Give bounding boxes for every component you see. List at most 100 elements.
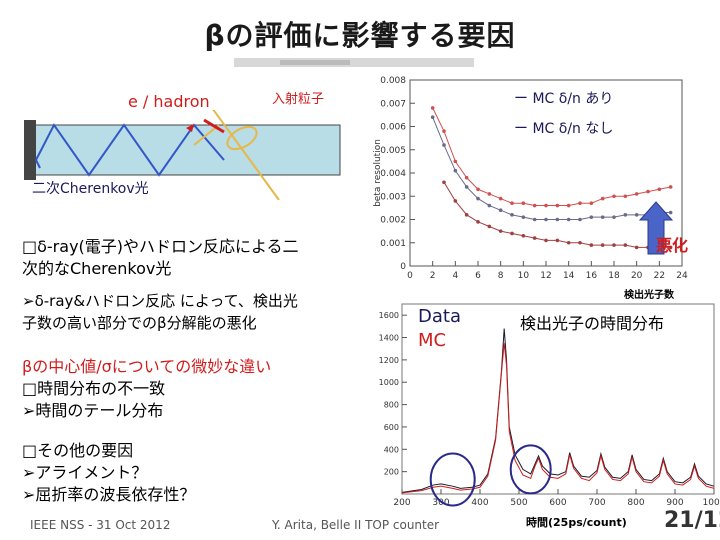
series-line <box>401 328 715 493</box>
bullet-heading: βの中心値/σについての微妙な違い <box>22 357 272 376</box>
title-underline <box>234 58 474 67</box>
data-point <box>464 175 469 180</box>
bullet-line: ➢時間のテール分布 <box>22 401 164 420</box>
y-tick-label: 0.002 <box>380 216 406 226</box>
data-point <box>668 185 673 189</box>
data-point <box>476 187 480 192</box>
legend-without-delta: ー MC δ/n なし <box>514 121 614 137</box>
data-point <box>430 115 435 119</box>
data-point <box>578 217 582 222</box>
x-tick-label: 300 <box>432 498 449 508</box>
data-point <box>544 238 548 243</box>
data-point <box>634 245 639 250</box>
x-tick-label: 8 <box>498 271 504 281</box>
x-axis-label-time: 時間(25ps/count) <box>526 516 627 529</box>
x-tick-label: 22 <box>654 271 665 281</box>
y-tick-label: 0.001 <box>380 239 406 249</box>
data-point <box>521 233 526 238</box>
x-tick-label: 18 <box>608 271 620 281</box>
data-point <box>498 208 503 212</box>
data-point <box>464 185 469 189</box>
y-tick-label: 600 <box>384 423 399 432</box>
x-tick-label: 4 <box>452 271 458 281</box>
x-axis-label-photons: 検出光子数 <box>624 290 674 301</box>
tail-highlight-left <box>429 452 476 507</box>
data-point <box>498 229 503 233</box>
x-tick-label: 900 <box>666 498 683 508</box>
delta-ray <box>203 118 225 134</box>
beta-resolution-plot: beta resolution 0.008 0.007 0.006 0.005 0.004… <box>373 76 688 281</box>
series-line <box>432 107 671 207</box>
bullet-line: ➢アライメント？ <box>22 463 148 482</box>
y-tick-label: 0 <box>400 262 406 272</box>
worse-label: 悪化 <box>656 236 689 255</box>
x-tick-label: 20 <box>631 271 643 281</box>
data-point <box>487 192 492 196</box>
bullet-line: □その他の要因 <box>22 441 134 460</box>
legend-with-delta: ー MC δ/n あり <box>514 91 614 107</box>
time-distribution-title: 検出光子の時間分布 <box>520 314 665 333</box>
data-point <box>453 168 458 173</box>
y-tick-label: 0.006 <box>380 123 406 133</box>
legend-mc: MC <box>418 330 447 351</box>
data-point <box>544 203 548 208</box>
bullet-line: ➢δ-ray&ハドロン反応 によって、検出光 <box>22 292 298 310</box>
data-point <box>566 203 571 208</box>
e-hadron-label: e / hadron <box>128 92 210 111</box>
series-line <box>401 343 715 494</box>
x-tick-label: 14 <box>563 271 575 281</box>
data-point <box>442 143 446 147</box>
x-tick-label: 12 <box>540 271 551 281</box>
y-tick-label: 0.005 <box>380 146 406 156</box>
bullet-line: 次的なCherenkov光 <box>22 259 172 278</box>
data-point <box>578 201 582 206</box>
data-point <box>600 215 605 219</box>
bullet-line: □δ-ray(電子)やハドロン反応による二 <box>22 237 299 256</box>
x-tick-label: 24 <box>676 271 688 281</box>
data-point <box>623 194 628 199</box>
series-line <box>432 117 671 220</box>
x-tick-label: 2 <box>430 271 436 281</box>
worse-arrow <box>638 201 674 255</box>
x-tick-label: 500 <box>510 498 527 508</box>
particle-track <box>212 110 280 200</box>
page-number: 21/12 <box>664 508 720 533</box>
slide-title: βの評価に影響する要因 <box>204 19 516 52</box>
bullet-time-distribution: βの中心値/σについての微妙な違い □時間分布の不一致 ➢時間のテール分布 <box>22 356 362 422</box>
time-distribution-plot: 1600 1400 1200 1000 800 600 400 200 200 300 400 500… <box>379 303 720 508</box>
data-point <box>498 196 503 201</box>
data-point <box>657 187 662 192</box>
data-point <box>532 217 537 222</box>
data-point <box>612 215 616 219</box>
x-tick-label: 600 <box>549 498 566 508</box>
x-tick-label: 200 <box>393 498 410 508</box>
plot-area <box>409 79 683 267</box>
data-point <box>453 159 458 164</box>
y-tick-label: 1200 <box>379 356 399 365</box>
data-point <box>566 240 571 245</box>
data-point <box>521 201 526 206</box>
data-point <box>646 189 650 194</box>
data-point <box>668 245 673 250</box>
y-tick-label: 800 <box>384 401 399 410</box>
title-underline-accent <box>280 60 350 65</box>
data-point <box>612 194 616 199</box>
x-tick-label: 0 <box>407 271 413 281</box>
secondary-cherenkov-label: 二次Cherenkov光 <box>32 181 149 197</box>
photon-detector <box>24 120 36 180</box>
incident-particle-label: 入射粒子 <box>272 92 325 107</box>
data-point <box>600 243 605 247</box>
footer-conference: IEEE NSS - 31 Oct 2012 <box>30 518 171 532</box>
bullet-line: ➢屈折率の波長依存性？ <box>22 485 196 504</box>
legend-data: Data <box>418 306 461 327</box>
data-point <box>544 217 548 222</box>
y-tick-label: 200 <box>384 468 399 477</box>
data-point <box>634 213 639 217</box>
data-point <box>510 201 514 206</box>
data-point <box>521 215 526 219</box>
x-tick-label: 16 <box>586 271 598 281</box>
y-tick-label: 400 <box>384 445 399 454</box>
data-point <box>453 199 458 203</box>
data-point <box>510 213 514 217</box>
data-point <box>555 203 560 208</box>
